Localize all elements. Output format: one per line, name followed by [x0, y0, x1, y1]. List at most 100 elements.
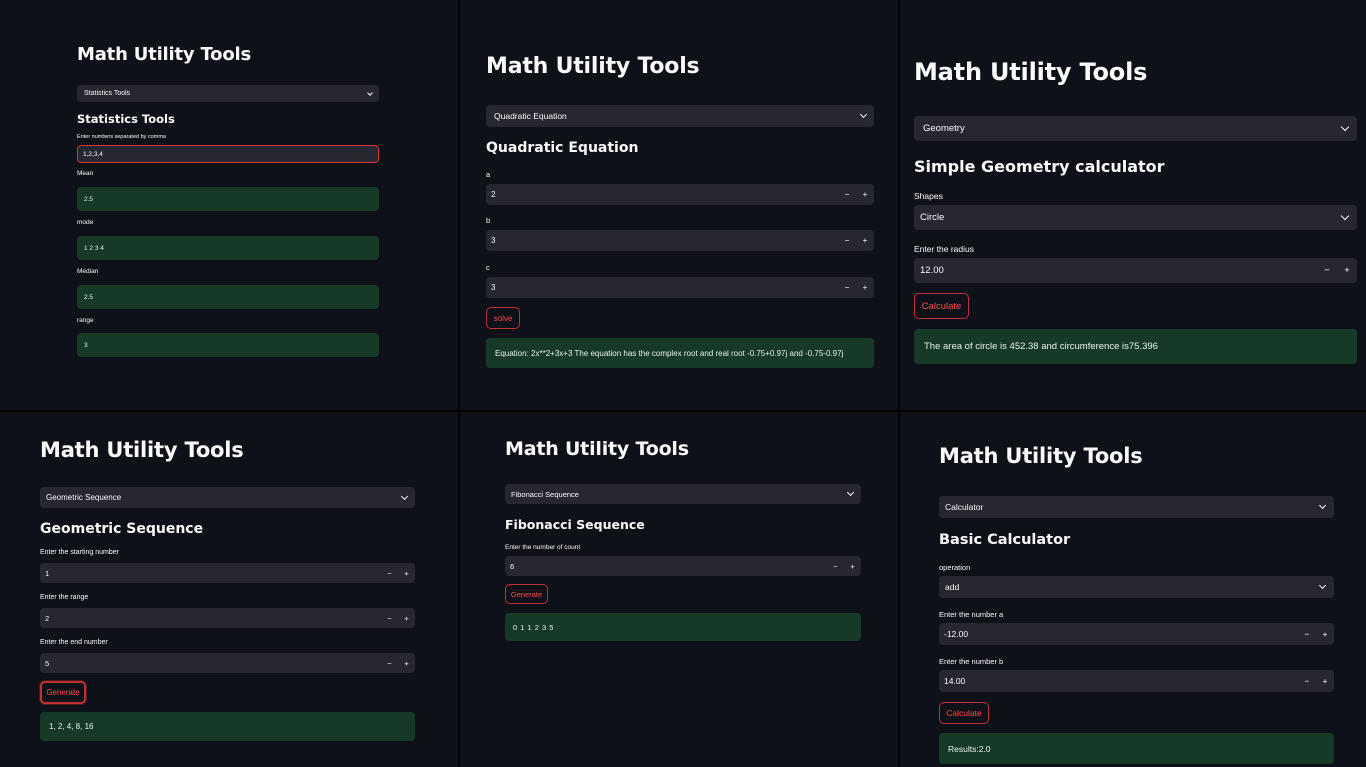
- increment-button[interactable]: +: [862, 283, 868, 292]
- a-input[interactable]: 2 − +: [486, 184, 874, 205]
- a-input-value: 2: [491, 190, 496, 199]
- tool-select[interactable]: Calculator: [939, 496, 1334, 518]
- c-input[interactable]: 3 − +: [486, 277, 874, 298]
- chevron-down-icon: [367, 89, 373, 96]
- b-input[interactable]: 3 − +: [486, 230, 874, 251]
- increment-button[interactable]: +: [404, 568, 409, 578]
- range-result: 3: [77, 333, 379, 357]
- quadratic-panel: Math Utility Tools Quadratic Equation Qu…: [460, 0, 898, 410]
- decrement-button[interactable]: −: [1304, 676, 1310, 686]
- tool-select[interactable]: Statistics Tools: [77, 85, 379, 102]
- c-label: c: [486, 263, 490, 272]
- decrement-button[interactable]: −: [387, 568, 392, 578]
- geometric-panel: Math Utility Tools Geometric Sequence Ge…: [0, 412, 458, 767]
- numbers-input[interactable]: 1,2,3,4: [77, 145, 379, 163]
- radius-input-value: 12.00: [920, 265, 944, 276]
- statistics-panel: Math Utility Tools Statistics Tools Stat…: [0, 0, 458, 410]
- decrement-button[interactable]: −: [1304, 629, 1310, 639]
- increment-button[interactable]: +: [1322, 629, 1328, 639]
- mean-label: Mean: [77, 170, 94, 177]
- start-label: Enter the starting number: [40, 549, 119, 556]
- increment-button[interactable]: +: [404, 658, 409, 668]
- section-heading: Statistics Tools: [77, 112, 175, 126]
- number-a-input[interactable]: -12.00 − +: [939, 623, 1334, 645]
- count-input[interactable]: 6 − +: [505, 556, 861, 576]
- app-title: Math Utility Tools: [939, 444, 1143, 468]
- range-label: Enter the range: [40, 594, 89, 601]
- operation-select[interactable]: add: [939, 576, 1334, 598]
- increment-button[interactable]: +: [1344, 265, 1350, 276]
- generate-button[interactable]: Generate: [505, 584, 548, 604]
- tool-select-value: Geometry: [923, 123, 965, 134]
- number-b-input[interactable]: 14.00 − +: [939, 670, 1334, 692]
- range-input[interactable]: 2 − +: [40, 608, 415, 628]
- tool-select[interactable]: Fibonacci Sequence: [505, 484, 861, 504]
- operation-select-value: add: [945, 582, 960, 592]
- b-input-value: 3: [491, 236, 496, 245]
- range-label: range: [77, 317, 94, 324]
- end-input-value: 5: [45, 658, 50, 668]
- decrement-button[interactable]: −: [1324, 265, 1330, 276]
- fibonacci-panel: Math Utility Tools Fibonacci Sequence Fi…: [460, 412, 898, 767]
- tool-select[interactable]: Geometry: [914, 116, 1357, 141]
- chevron-down-icon: [1340, 122, 1350, 132]
- chevron-down-icon: [1318, 581, 1327, 590]
- increment-button[interactable]: +: [404, 613, 409, 623]
- b-label: b: [486, 216, 491, 225]
- tool-select[interactable]: Geometric Sequence: [40, 487, 415, 508]
- calculator-panel: Math Utility Tools Calculator Basic Calc…: [900, 412, 1366, 767]
- calculator-result: Results:2.0: [939, 733, 1334, 764]
- a-label: a: [486, 170, 491, 179]
- tool-select-value: Calculator: [945, 502, 984, 512]
- app-title: Math Utility Tools: [40, 438, 244, 462]
- shapes-select[interactable]: Circle: [914, 205, 1357, 230]
- chevron-down-icon: [400, 492, 409, 500]
- section-heading: Quadratic Equation: [486, 140, 639, 156]
- app-title: Math Utility Tools: [914, 58, 1148, 86]
- number-b-input-value: 14.00: [944, 676, 966, 686]
- generate-button[interactable]: Generate: [40, 681, 86, 704]
- number-b-label: Enter the number b: [939, 657, 1004, 666]
- chevron-down-icon: [1340, 211, 1350, 221]
- radius-input[interactable]: 12.00 − +: [914, 258, 1357, 283]
- geometry-panel: Math Utility Tools Geometry Simple Geome…: [900, 0, 1366, 410]
- decrement-button[interactable]: −: [844, 283, 850, 292]
- tool-select-value: Fibonacci Sequence: [511, 489, 579, 499]
- geometry-result: The area of circle is 452.38 and circumf…: [914, 329, 1357, 364]
- calculate-button[interactable]: Calculate: [939, 702, 989, 724]
- increment-button[interactable]: +: [862, 236, 868, 245]
- end-input[interactable]: 5 − +: [40, 653, 415, 673]
- count-input-value: 6: [510, 561, 515, 571]
- start-input[interactable]: 1 − +: [40, 563, 415, 583]
- decrement-button[interactable]: −: [844, 236, 850, 245]
- range-input-value: 2: [45, 613, 50, 623]
- solve-button[interactable]: solve: [486, 307, 520, 329]
- sequence-result: 1, 2, 4, 8, 16: [40, 712, 415, 741]
- app-title: Math Utility Tools: [77, 44, 251, 65]
- shapes-label: Shapes: [914, 191, 943, 201]
- section-heading: Fibonacci Sequence: [505, 517, 645, 532]
- section-heading: Simple Geometry calculator: [914, 157, 1165, 176]
- c-input-value: 3: [491, 283, 496, 292]
- median-result: 2.5: [77, 285, 379, 309]
- calculate-button[interactable]: Calculate: [914, 293, 969, 319]
- equation-result: Equation: 2x**2+3x+3 The equation has th…: [486, 338, 874, 368]
- increment-button[interactable]: +: [862, 190, 868, 199]
- tool-select[interactable]: Quadratic Equation: [486, 105, 874, 127]
- decrement-button[interactable]: −: [833, 561, 838, 571]
- increment-button[interactable]: +: [1322, 676, 1328, 686]
- tool-select-value: Quadratic Equation: [494, 111, 567, 121]
- count-label: Enter the number of count: [505, 544, 581, 551]
- app-title: Math Utility Tools: [505, 438, 689, 460]
- decrement-button[interactable]: −: [387, 613, 392, 623]
- chevron-down-icon: [1318, 501, 1327, 510]
- chevron-down-icon: [859, 110, 868, 119]
- increment-button[interactable]: +: [850, 561, 855, 571]
- fibonacci-result: 0 1 1 2 3 5: [505, 613, 861, 641]
- operation-label: operation: [939, 563, 971, 572]
- start-input-value: 1: [45, 568, 50, 578]
- radius-label: Enter the radius: [914, 244, 975, 254]
- decrement-button[interactable]: −: [844, 190, 850, 199]
- mode-label: mode: [77, 219, 94, 226]
- decrement-button[interactable]: −: [387, 658, 392, 668]
